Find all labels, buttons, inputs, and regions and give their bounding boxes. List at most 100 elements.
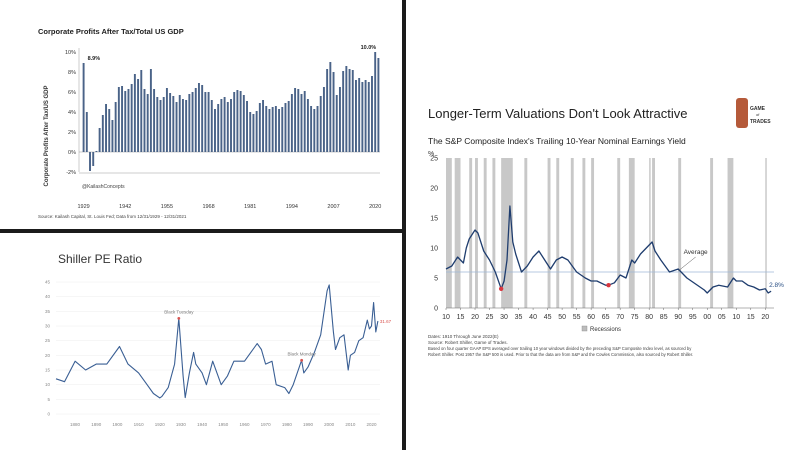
- shiller-x-tick-label: 1950: [218, 422, 229, 427]
- profits-bar: [105, 104, 107, 152]
- profits-y-tick-label: 0%: [68, 150, 76, 156]
- profits-bar: [371, 76, 373, 152]
- profits-bar: [332, 72, 335, 152]
- profits-bar: [281, 107, 284, 152]
- profits-x-tick-label: 1994: [286, 204, 298, 210]
- logo-text-1: GAME: [750, 106, 766, 112]
- profits-bar: [223, 97, 226, 152]
- earnings-x-tick-label: 90: [674, 314, 682, 321]
- profits-watermark: @KailashConcepts: [82, 184, 125, 190]
- profits-bar: [92, 152, 95, 166]
- earnings-y-tick-label: 15: [430, 216, 438, 223]
- profits-bar: [130, 84, 133, 152]
- profits-annotation: 10.0%: [361, 45, 377, 51]
- profits-bar: [262, 100, 265, 152]
- shiller-x-tick-label: 2020: [367, 422, 378, 427]
- shiller-y-tick-label: 40: [45, 294, 51, 299]
- profits-bar: [140, 70, 143, 152]
- profits-bar: [355, 80, 357, 152]
- shiller-y-tick-label: 10: [45, 382, 51, 387]
- profits-bar: [326, 69, 329, 152]
- profits-y-tick-label: 6%: [68, 90, 76, 96]
- earnings-x-tick-label: 95: [689, 314, 697, 321]
- shiller-y-tick-label: 20: [45, 353, 51, 358]
- profits-bar: [220, 99, 223, 152]
- recession-band: [492, 158, 496, 308]
- earnings-x-tick-label: 40: [529, 314, 537, 321]
- recession-band: [469, 158, 473, 308]
- recession-band: [483, 158, 487, 308]
- profits-bar: [82, 63, 85, 152]
- recession-band: [678, 158, 682, 308]
- profits-bar: [271, 107, 274, 152]
- profits-bar: [268, 109, 271, 152]
- recession-band: [556, 158, 560, 308]
- profits-bar: [316, 106, 319, 152]
- profits-bar: [165, 88, 168, 152]
- shiller-y-tick-label: 35: [45, 309, 51, 314]
- recession-band: [649, 158, 651, 308]
- earnings-x-tick-label: 30: [500, 314, 508, 321]
- profits-bar: [351, 70, 354, 152]
- earnings-x-tick-label: 60: [587, 314, 595, 321]
- profits-bar: [127, 89, 130, 152]
- profits-bar: [364, 80, 367, 152]
- profits-bar: [319, 96, 322, 152]
- profits-bar: [133, 74, 136, 152]
- recession-band: [475, 158, 478, 308]
- shiller-x-tick-label: 1940: [197, 422, 208, 427]
- recession-band: [765, 158, 767, 308]
- earnings-x-tick-label: 10: [732, 314, 740, 321]
- shiller-y-tick-label: 5: [47, 397, 50, 402]
- profits-bar: [89, 152, 91, 171]
- recession-band: [446, 158, 452, 308]
- profits-y-tick-label: 8%: [68, 70, 76, 76]
- recession-band: [628, 158, 635, 308]
- profits-bar: [194, 88, 197, 152]
- shiller-x-tick-label: 1920: [155, 422, 166, 427]
- shiller-x-tick-label: 1910: [134, 422, 145, 427]
- profits-bar: [300, 94, 303, 152]
- shiller-y-tick-label: 25: [45, 338, 51, 343]
- shiller-y-tick-label: 15: [45, 368, 51, 373]
- profits-bar: [197, 83, 200, 152]
- earnings-y-tick-label: 10: [430, 246, 438, 253]
- profits-bar: [358, 78, 361, 152]
- profits-bar: [181, 99, 184, 152]
- profits-y-tick-label: 10%: [65, 50, 76, 56]
- earnings-x-tick-label: 45: [544, 314, 552, 321]
- shiller-x-tick-label: 1960: [239, 422, 250, 427]
- recession-band: [524, 158, 528, 308]
- profits-bar: [265, 106, 268, 152]
- profits-bar: [111, 120, 114, 152]
- profits-bar: [162, 97, 165, 152]
- profits-bar: [255, 111, 258, 152]
- earnings-chart-subtitle: The S&P Composite Index's Trailing 10-Ye…: [428, 136, 686, 146]
- shiller-x-tick-label: 2010: [345, 422, 356, 427]
- shiller-annotation: Black Monday: [288, 351, 317, 356]
- profits-bar: [274, 106, 277, 152]
- game-of-trades-logo: GAME of TRADES: [736, 98, 771, 128]
- profits-annotation: 8.9%: [88, 56, 101, 62]
- profits-y-tick-label: -2%: [66, 170, 76, 176]
- earnings-x-tick-label: 35: [515, 314, 523, 321]
- earnings-x-tick-label: 15: [747, 314, 755, 321]
- profits-bar: [121, 86, 124, 152]
- profits-bar: [85, 112, 88, 152]
- earnings-x-tick-label: 70: [616, 314, 624, 321]
- shiller-annotation: Black Tuesday: [164, 309, 194, 314]
- earnings-low-marker: [498, 286, 504, 291]
- profits-bar: [236, 90, 239, 152]
- profits-bar: [252, 114, 255, 152]
- profits-bar: [124, 91, 127, 152]
- profits-y-axis-label: Corporate Profits After Tax/US GDP: [44, 85, 50, 186]
- shiller-y-tick-label: 0: [47, 412, 50, 417]
- earnings-note-2: Source: Robert Shiller, Game of Trades.: [428, 340, 508, 345]
- profits-x-tick-label: 1955: [161, 204, 173, 210]
- profits-bar: [338, 87, 341, 152]
- profits-bar: [117, 87, 120, 152]
- shiller-y-tick-label: 45: [45, 280, 51, 285]
- profits-x-tick-label: 1968: [202, 204, 214, 210]
- profits-bar: [345, 66, 348, 152]
- profits-bar: [348, 69, 351, 152]
